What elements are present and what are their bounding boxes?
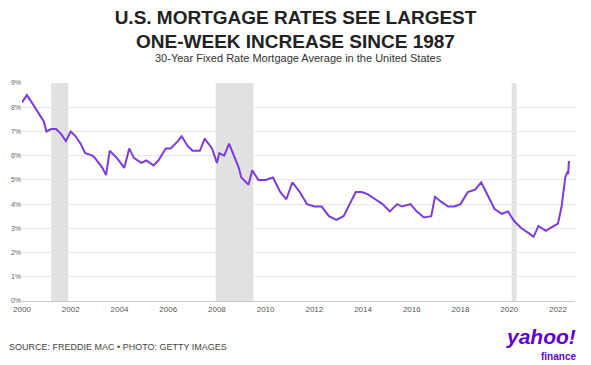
svg-text:U.S. MORTGAGE RATES SEE LARGES: U.S. MORTGAGE RATES SEE LARGESTONE-WEEK … [115,7,477,53]
svg-text:2%: 2% [11,249,21,256]
svg-text:7%: 7% [11,128,21,135]
svg-text:4%: 4% [11,201,21,208]
svg-text:30-Year Fixed Rate Mortgage Av: 30-Year Fixed Rate Mortgage Average in t… [155,52,442,64]
svg-text:2006: 2006 [159,305,177,314]
svg-text:yahoo!: yahoo! [506,325,576,348]
svg-text:2002: 2002 [62,305,80,314]
svg-text:6%: 6% [11,152,21,159]
svg-text:2012: 2012 [305,305,323,314]
svg-text:5%: 5% [11,176,21,183]
svg-text:8%: 8% [11,104,21,111]
svg-text:0%: 0% [11,297,21,304]
svg-text:2022: 2022 [549,305,567,314]
svg-text:SOURCE: FREDDIE MAC • PHOTO: G: SOURCE: FREDDIE MAC • PHOTO: GETTY IMAGE… [9,342,227,352]
svg-text:1%: 1% [11,273,21,280]
svg-text:2014: 2014 [354,305,372,314]
svg-text:2020: 2020 [500,305,518,314]
svg-text:2010: 2010 [257,305,275,314]
svg-text:2004: 2004 [111,305,129,314]
svg-text:2016: 2016 [403,305,421,314]
svg-text:2018: 2018 [452,305,470,314]
svg-text:finance: finance [541,351,576,362]
svg-text:2008: 2008 [208,305,226,314]
svg-text:2000: 2000 [13,305,31,314]
svg-text:9%: 9% [11,79,21,86]
svg-text:3%: 3% [11,225,21,232]
